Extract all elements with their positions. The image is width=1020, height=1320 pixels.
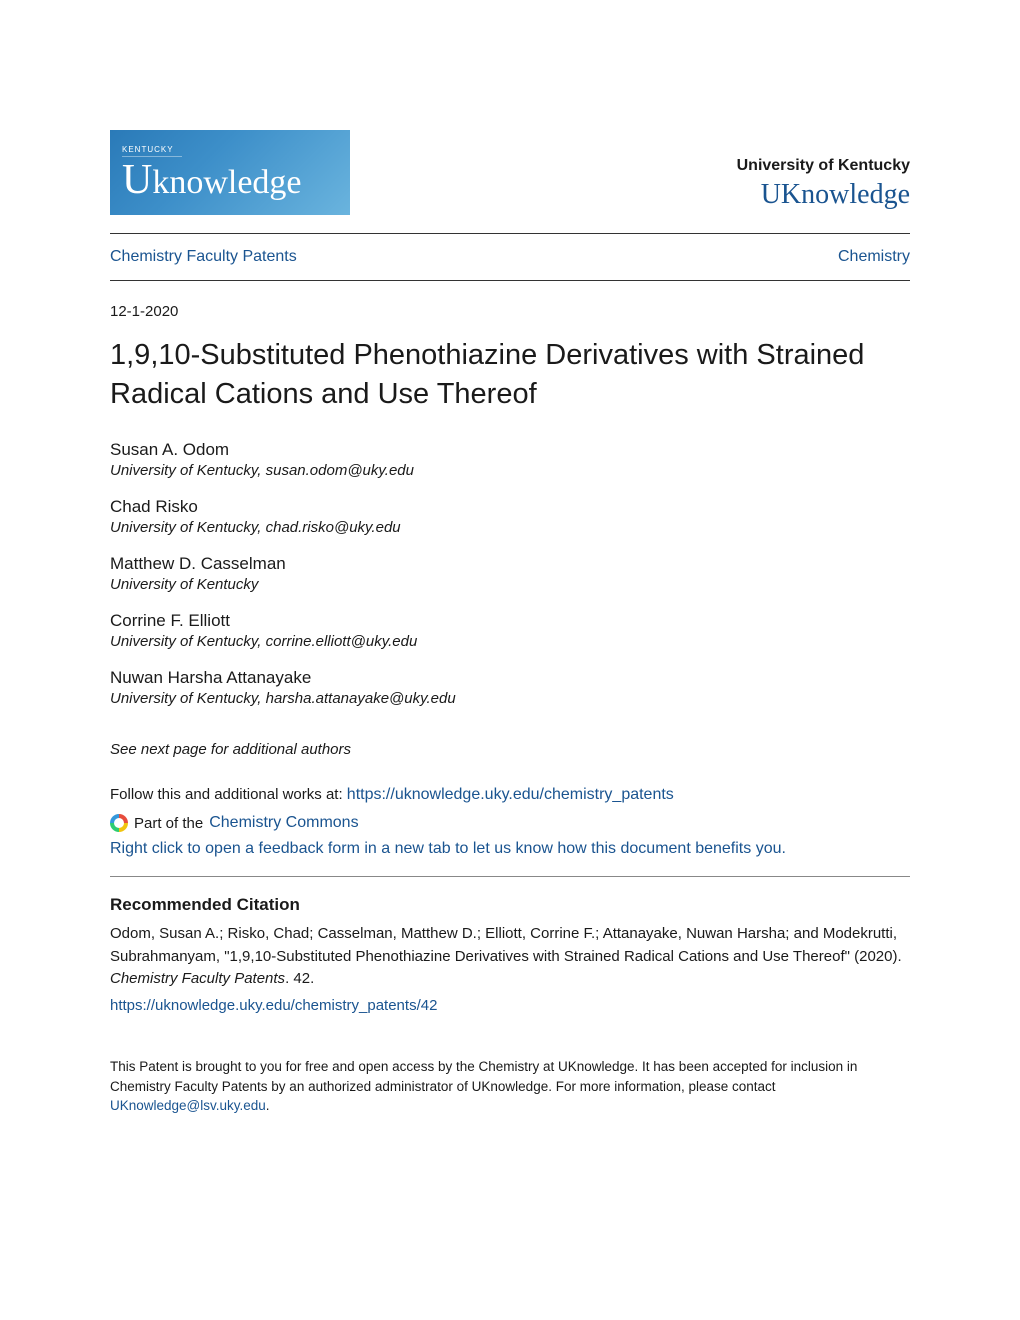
feedback-link[interactable]: Right click to open a feedback form in a… — [110, 840, 910, 858]
author-block: Corrine F. Elliott University of Kentuck… — [110, 611, 910, 650]
follow-link[interactable]: https://uknowledge.uky.edu/chemistry_pat… — [347, 786, 674, 803]
author-block: Susan A. Odom University of Kentucky, su… — [110, 440, 910, 479]
university-name: University of Kentucky — [737, 157, 910, 175]
document-title: 1,9,10-Substituted Phenothiazine Derivat… — [110, 336, 910, 414]
follow-line: Follow this and additional works at: htt… — [110, 786, 910, 804]
breadcrumb-department-link[interactable]: Chemistry — [838, 248, 910, 266]
author-name: Nuwan Harsha Attanayake — [110, 668, 910, 688]
citation-body: Odom, Susan A.; Risko, Chad; Casselman, … — [110, 925, 902, 965]
citation-source: Chemistry Faculty Patents — [110, 970, 285, 987]
breadcrumb: Chemistry Faculty Patents Chemistry — [110, 234, 910, 280]
header-right: University of Kentucky UKnowledge — [737, 157, 910, 215]
author-affiliation: University of Kentucky, harsha.attanayak… — [110, 690, 910, 707]
logo-text: Uknowledge — [122, 159, 350, 201]
part-of-row: Part of the Chemistry Commons — [110, 814, 910, 832]
part-of-prefix: Part of the — [134, 815, 203, 832]
publication-date: 12-1-2020 — [110, 303, 910, 320]
author-block: Nuwan Harsha Attanayake University of Ke… — [110, 668, 910, 707]
permalink[interactable]: https://uknowledge.uky.edu/chemistry_pat… — [110, 995, 910, 1018]
author-name: Susan A. Odom — [110, 440, 910, 460]
author-affiliation: University of Kentucky, susan.odom@uky.e… — [110, 462, 910, 479]
repository-link[interactable]: UKnowledge — [737, 179, 910, 211]
footer-note: This Patent is brought to you for free a… — [110, 1057, 910, 1116]
breadcrumb-rule — [110, 280, 910, 281]
contact-email-link[interactable]: UKnowledge@lsv.uky.edu — [110, 1098, 266, 1113]
citation-number: . 42. — [285, 970, 314, 987]
section-rule — [110, 876, 910, 877]
more-authors-note: See next page for additional authors — [110, 741, 910, 758]
author-affiliation: University of Kentucky — [110, 576, 910, 593]
citation-text: Odom, Susan A.; Risko, Chad; Casselman, … — [110, 923, 910, 1017]
author-block: Chad Risko University of Kentucky, chad.… — [110, 497, 910, 536]
author-name: Matthew D. Casselman — [110, 554, 910, 574]
logo-topline: KENTUCKY — [122, 145, 182, 157]
author-name: Corrine F. Elliott — [110, 611, 910, 631]
footer-text: This Patent is brought to you for free a… — [110, 1059, 857, 1094]
author-affiliation: University of Kentucky, corrine.elliott@… — [110, 633, 910, 650]
breadcrumb-collection-link[interactable]: Chemistry Faculty Patents — [110, 248, 297, 266]
follow-prefix: Follow this and additional works at: — [110, 786, 347, 803]
author-affiliation: University of Kentucky, chad.risko@uky.e… — [110, 519, 910, 536]
recommended-citation-heading: Recommended Citation — [110, 895, 910, 915]
author-name: Chad Risko — [110, 497, 910, 517]
uknowledge-logo[interactable]: KENTUCKY Uknowledge — [110, 130, 350, 215]
commons-link[interactable]: Chemistry Commons — [209, 814, 358, 832]
footer-end: . — [266, 1098, 270, 1113]
header-row: KENTUCKY Uknowledge University of Kentuc… — [110, 130, 910, 215]
author-block: Matthew D. Casselman University of Kentu… — [110, 554, 910, 593]
commons-icon — [110, 814, 128, 832]
page-container: KENTUCKY Uknowledge University of Kentuc… — [0, 0, 1020, 1156]
